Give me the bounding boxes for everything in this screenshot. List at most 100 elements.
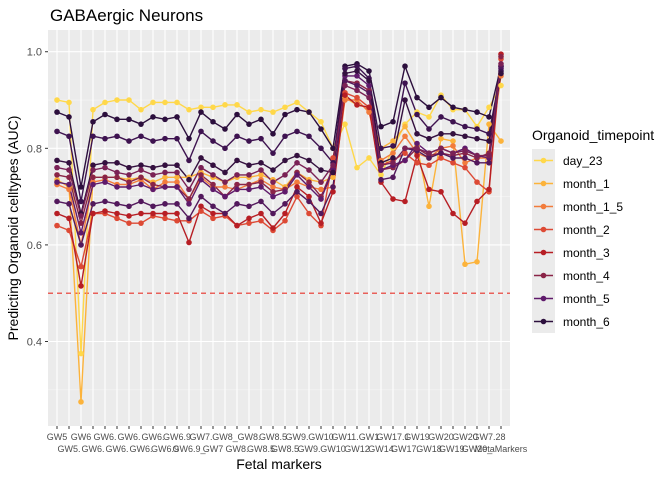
data-point-month_1_5 [402, 133, 408, 140]
data-point-extra-8 [90, 133, 96, 140]
data-point-extra-8 [174, 135, 180, 142]
data-point-month_2 [462, 164, 468, 171]
data-point-month_5 [150, 186, 156, 193]
data-point-month_3 [126, 213, 132, 219]
data-point-month_3 [438, 188, 444, 195]
x-tick-label: GW7. [189, 432, 212, 442]
data-point-extra-11 [438, 145, 444, 152]
data-point-day_23 [282, 104, 288, 111]
data-point-month_5 [222, 193, 228, 200]
data-point-month_4 [246, 181, 252, 188]
data-point-extra-10 [126, 203, 132, 210]
data-point-day_23 [426, 114, 432, 120]
data-point-day_23 [150, 99, 156, 106]
x-tick-label: GW17.1 [376, 432, 409, 442]
data-point-extra-11 [450, 150, 456, 156]
data-point-extra-8 [378, 145, 384, 152]
data-point-month_1 [450, 138, 456, 144]
data-point-month_4 [198, 172, 204, 178]
data-point-extra-11 [402, 145, 408, 152]
data-point-extra-10 [222, 210, 228, 217]
data-point-extra-11 [174, 169, 180, 176]
data-point-extra-11 [54, 164, 60, 171]
data-point-day_23 [162, 99, 168, 106]
data-point-month_5 [378, 167, 384, 173]
data-point-month_4 [90, 174, 96, 181]
data-point-month_3 [162, 210, 168, 217]
data-point-day_23 [126, 97, 132, 103]
data-point-month_6 [402, 63, 408, 70]
data-point-extra-10 [174, 201, 180, 207]
data-point-month_5 [402, 157, 408, 164]
data-point-extra-10 [150, 203, 156, 210]
data-point-month_3 [318, 220, 324, 226]
data-point-month_6 [66, 114, 72, 120]
data-point-month_6 [258, 116, 264, 123]
data-point-month_3 [414, 152, 420, 159]
data-point-extra-8 [402, 80, 408, 86]
data-point-extra-9 [294, 152, 300, 159]
x-tick-label: GW8_ [212, 432, 239, 442]
data-point-day_23 [198, 104, 204, 111]
legend-title: Organoid_timepoint [532, 127, 654, 143]
data-point-month_4 [114, 174, 120, 181]
data-point-month_6 [114, 116, 120, 123]
data-point-extra-10 [90, 201, 96, 207]
data-point-month_2 [138, 220, 144, 226]
data-point-month_3 [402, 198, 408, 205]
data-point-extra-8 [114, 133, 120, 140]
data-point-day_23 [246, 109, 252, 115]
data-point-extra-9 [390, 155, 396, 161]
data-point-extra-10 [198, 193, 204, 200]
data-point-month_6 [186, 135, 192, 142]
data-point-day_23 [222, 102, 228, 108]
data-point-month_2 [210, 215, 216, 222]
series-points [54, 51, 504, 405]
data-point-month_3 [90, 210, 96, 217]
x-tick-label: GW1 [359, 432, 380, 442]
data-point-extra-9 [234, 157, 240, 164]
data-point-extra-8 [222, 145, 228, 152]
data-point-month_1 [498, 138, 504, 144]
data-point-month_5 [90, 181, 96, 188]
data-point-month_2 [330, 155, 336, 161]
x-tick-label: GW10 [320, 444, 346, 454]
y-axis-label: Predicting Organoid celltypes (AUC) [5, 116, 21, 341]
data-point-day_23 [174, 99, 180, 106]
data-point-month_5 [306, 184, 312, 190]
data-point-day_23 [102, 99, 108, 106]
data-point-month_3 [198, 203, 204, 210]
data-point-month_5 [198, 176, 204, 183]
data-point-extra-10 [438, 150, 444, 156]
data-point-month_6 [306, 109, 312, 115]
data-point-month_2 [198, 208, 204, 214]
data-point-month_1 [162, 174, 168, 181]
data-point-day_23 [318, 118, 324, 125]
data-point-month_5 [54, 179, 60, 185]
data-point-extra-11 [162, 169, 168, 176]
data-point-month_5 [126, 184, 132, 190]
data-point-month_2 [162, 215, 168, 222]
x-tick-label: GW20 [428, 432, 454, 442]
data-point-month_6 [234, 111, 240, 118]
data-point-month_6 [366, 68, 372, 74]
data-point-extra-8 [186, 157, 192, 164]
data-point-extra-8 [198, 128, 204, 135]
data-point-extra-10 [474, 160, 480, 166]
data-point-month_4 [258, 179, 264, 185]
data-point-extra-9 [318, 167, 324, 173]
data-point-month_1 [474, 259, 480, 265]
data-point-month_3 [462, 220, 468, 226]
y-tick-label: 1.0 [27, 47, 42, 59]
data-point-extra-9 [330, 169, 336, 176]
data-point-day_23 [138, 106, 144, 113]
plot-panel [48, 30, 510, 426]
data-point-month_3 [426, 186, 432, 193]
data-point-month_6 [198, 109, 204, 115]
data-point-month_1 [462, 261, 468, 268]
data-point-month_1_5 [342, 97, 348, 103]
data-point-day_23 [270, 109, 276, 115]
data-point-extra-11 [462, 147, 468, 154]
data-point-month_5 [282, 188, 288, 195]
